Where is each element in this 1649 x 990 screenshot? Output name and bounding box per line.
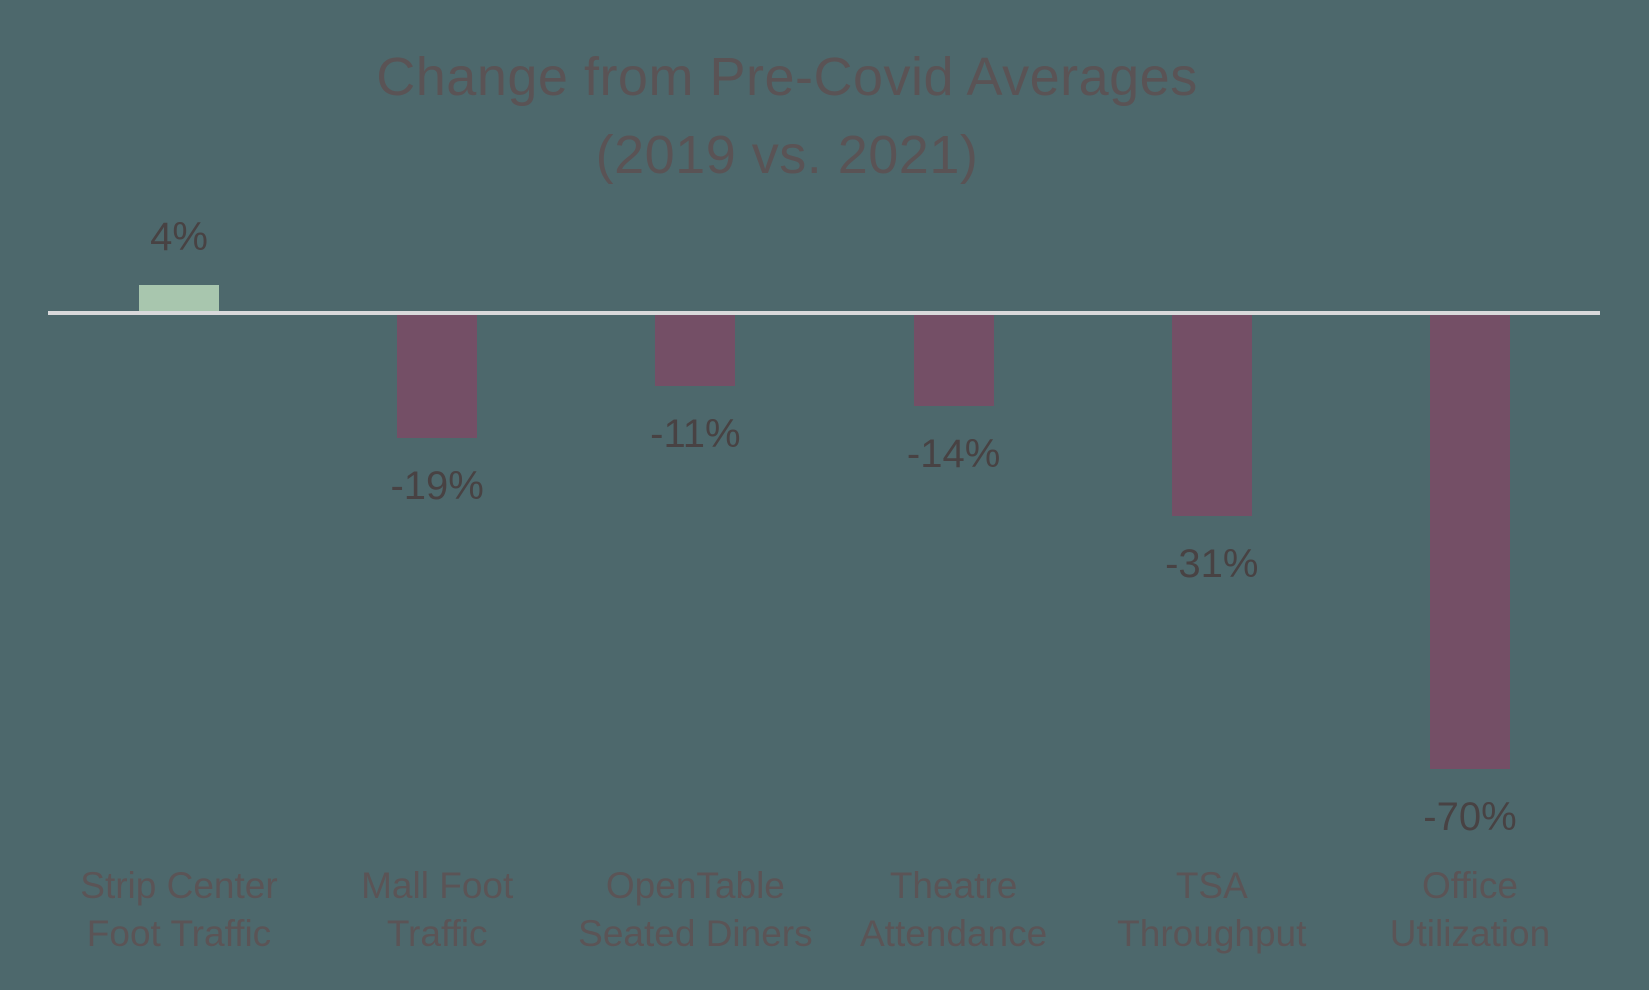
zero-baseline <box>48 311 1600 315</box>
category-label-theatre-attendance: Theatre Attendance <box>794 862 1114 958</box>
category-label-line: Utilization <box>1389 913 1551 954</box>
chart-title-line1: Change from Pre-Covid Averages <box>376 47 1198 107</box>
bar-opentable-seated-diners <box>655 315 736 387</box>
value-label-mall-foot-traffic: -19% <box>390 464 484 509</box>
bar-tsa-throughput <box>1171 315 1252 516</box>
bar-office-utilization <box>1430 315 1510 769</box>
value-label-office-utilization: -70% <box>1423 794 1517 839</box>
category-label-line: OpenTable <box>605 865 785 906</box>
category-label-line: Office <box>1422 865 1518 906</box>
category-label-line: Seated Diners <box>578 913 813 954</box>
category-label-strip-center-foot-traffic: Strip Center Foot Traffic <box>19 862 339 958</box>
bar-mall-foot-traffic <box>397 315 478 439</box>
category-label-line: Theatre <box>889 865 1018 906</box>
bar-theatre-attendance <box>913 315 994 406</box>
category-label-mall-foot-traffic: Mall Foot Traffic <box>277 862 597 958</box>
category-label-line: Mall Foot <box>361 865 514 906</box>
chart-title: Change from Pre-Covid Averages (2019 vs.… <box>0 38 1574 194</box>
category-label-line: Foot Traffic <box>86 913 272 954</box>
value-label-tsa-throughput: -31% <box>1165 541 1259 586</box>
value-label-opentable-seated-diners: -11% <box>650 412 741 457</box>
category-label-line: Throughput <box>1117 913 1307 954</box>
value-label-theatre-attendance: -14% <box>906 431 1001 476</box>
value-label-strip-center-foot-traffic: 4% <box>150 215 208 260</box>
category-label-line: Traffic <box>386 913 488 954</box>
category-label-line: Attendance <box>859 913 1048 954</box>
category-label-line: TSA <box>1175 865 1248 906</box>
bar-strip-center-foot-traffic <box>139 285 219 311</box>
category-label-office-utilization: Office Utilization <box>1310 862 1630 958</box>
category-label-opentable-seated-diners: OpenTable Seated Diners <box>535 862 855 958</box>
category-label-line: Strip Center <box>80 865 278 906</box>
category-label-tsa-throughput: TSA Throughput <box>1052 862 1372 958</box>
chart-title-line2: (2019 vs. 2021) <box>595 125 979 185</box>
